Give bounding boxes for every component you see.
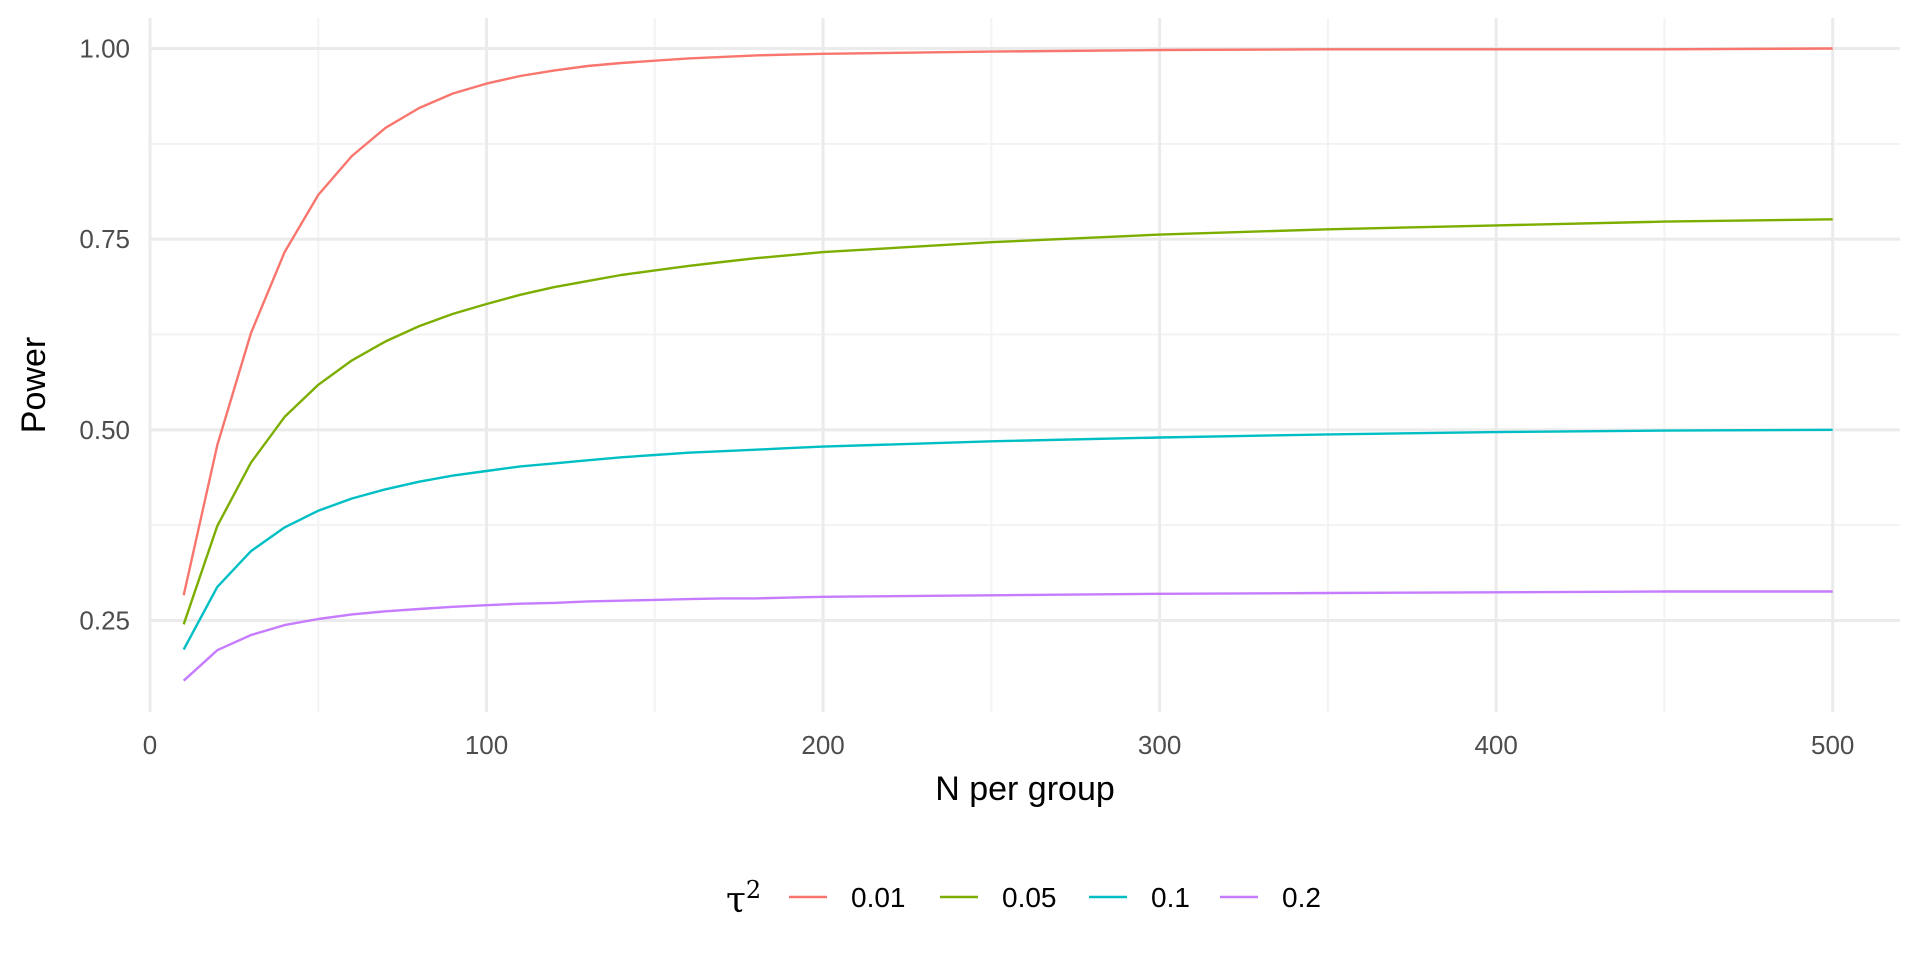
- legend-item-0-05: 0.05: [940, 882, 1057, 913]
- x-tick-label: 300: [1138, 730, 1181, 760]
- legend-item-0-1: 0.1: [1089, 882, 1190, 913]
- legend-label: 0.1: [1151, 882, 1190, 913]
- x-tick-label: 0: [143, 730, 157, 760]
- x-axis-title: N per group: [935, 770, 1115, 808]
- legend-item-0-01: 0.01: [789, 882, 906, 913]
- series-line-0-2: [182, 590, 1833, 682]
- x-tick-labels: 0 100 200 300 400 500: [143, 730, 1855, 760]
- x-tick-label: 100: [465, 730, 508, 760]
- legend-title-symbol: τ: [726, 880, 746, 921]
- y-tick-label: 0.50: [79, 415, 130, 445]
- y-tick-labels: 0.25 0.50 0.75 1.00: [79, 34, 130, 636]
- y-tick-label: 0.75: [79, 224, 130, 254]
- legend: τ2 0.01 0.05 0.1 0.2: [726, 876, 1321, 921]
- legend-label: 0.2: [1282, 882, 1321, 913]
- legend-label: 0.05: [1002, 882, 1057, 913]
- x-tick-label: 500: [1811, 730, 1854, 760]
- legend-items: 0.01 0.05 0.1 0.2: [789, 882, 1321, 913]
- x-tick-label: 200: [801, 730, 844, 760]
- x-tick-label: 400: [1474, 730, 1517, 760]
- legend-title-superscript: 2: [746, 876, 761, 904]
- y-tick-label: 0.25: [79, 605, 130, 635]
- legend-label: 0.01: [851, 882, 906, 913]
- series-line-0-1: [182, 428, 1833, 651]
- y-axis-title: Power: [15, 337, 53, 433]
- series-line-0-05: [182, 218, 1833, 625]
- series-line-0-01: [182, 47, 1833, 596]
- legend-title: τ2: [726, 876, 761, 921]
- series-lines: [182, 47, 1833, 682]
- legend-item-0-2: 0.2: [1220, 882, 1321, 913]
- y-tick-label: 1.00: [79, 34, 130, 64]
